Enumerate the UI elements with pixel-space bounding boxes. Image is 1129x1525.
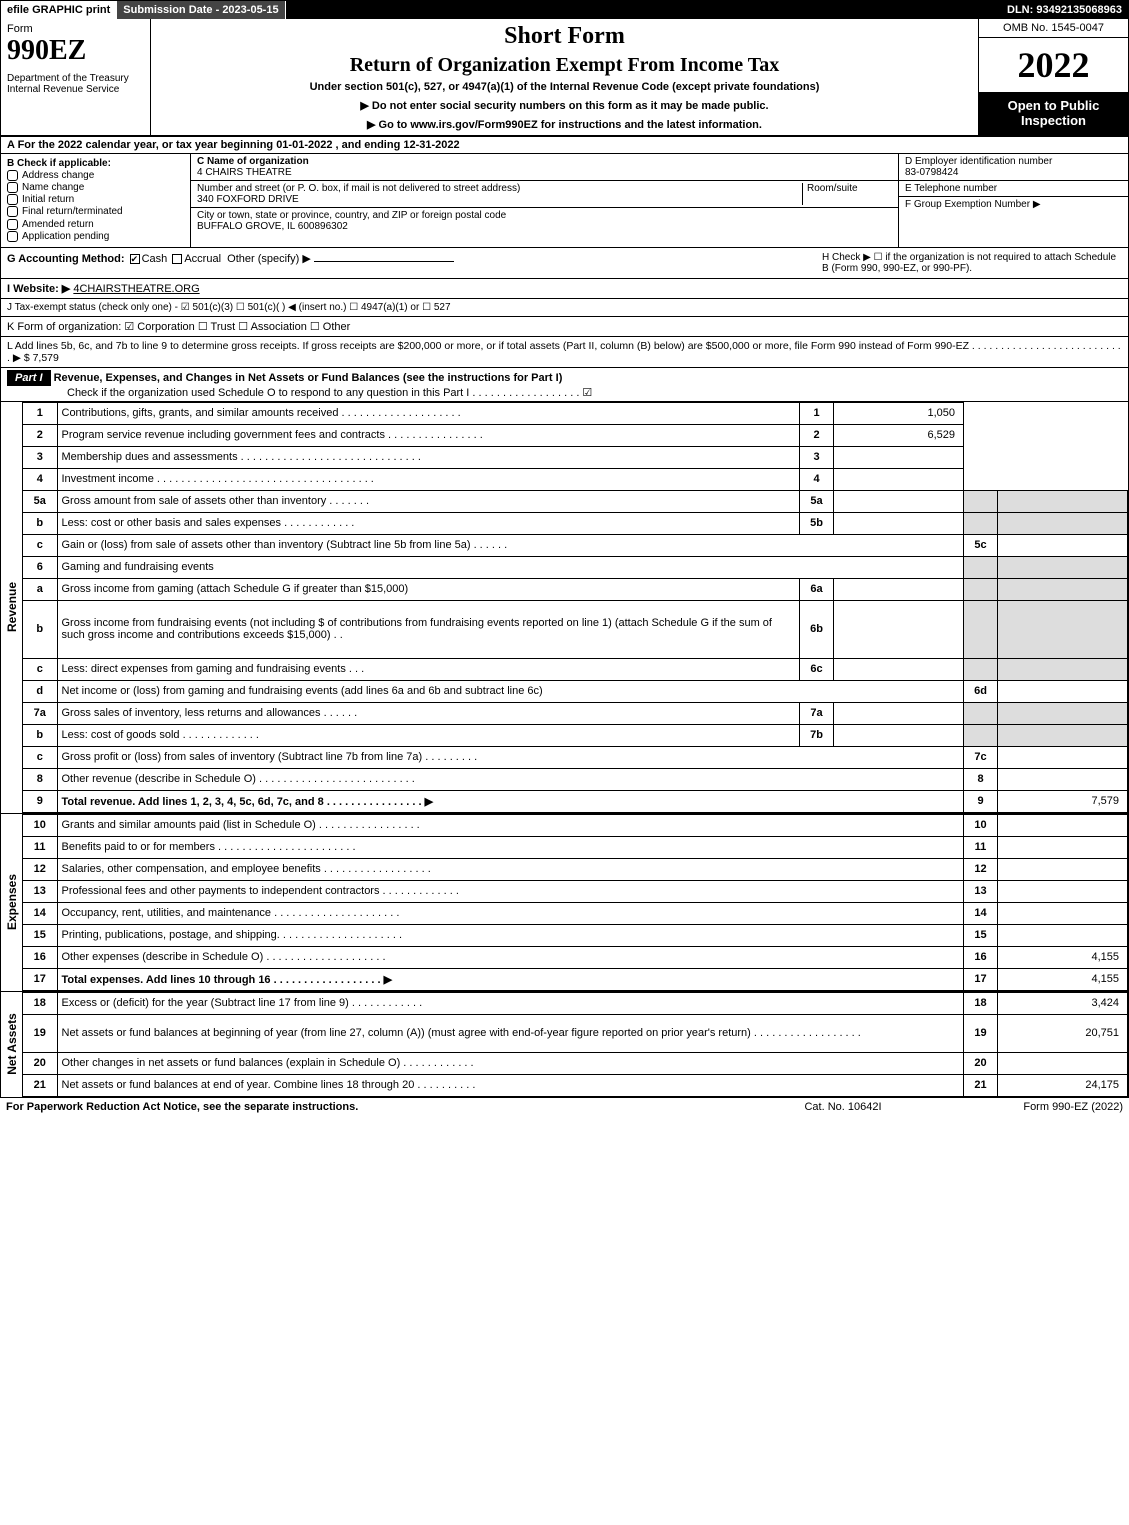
part1-title: Revenue, Expenses, and Changes in Net As… [54, 372, 563, 384]
revenue-section: Revenue 1Contributions, gifts, grants, a… [1, 402, 1128, 814]
org-city: BUFFALO GROVE, IL 600896302 [197, 221, 348, 232]
page-footer: For Paperwork Reduction Act Notice, see … [0, 1098, 1129, 1116]
netassets-section: Net Assets 18Excess or (deficit) for the… [1, 992, 1128, 1097]
row-g-h: G Accounting Method: Cash Accrual Other … [1, 248, 1128, 279]
chk-final-return[interactable]: Final return/terminated [7, 206, 184, 217]
revenue-vlabel: Revenue [1, 402, 23, 813]
row-k-org-form: K Form of organization: ☑ Corporation ☐ … [1, 317, 1128, 337]
col-def: D Employer identification number 83-0798… [898, 154, 1128, 247]
part1-header: Part I Revenue, Expenses, and Changes in… [1, 368, 1128, 402]
return-title: Return of Organization Exempt From Incom… [159, 54, 970, 77]
cash-lbl: Cash [142, 253, 168, 265]
row-i-website: I Website: ▶ 4CHAIRSTHEATRE.ORG [1, 279, 1128, 299]
revenue-table: 1Contributions, gifts, grants, and simil… [23, 402, 1128, 813]
row-l-gross-receipts: L Add lines 5b, 6c, and 7b to line 9 to … [1, 337, 1128, 368]
chk-name-change[interactable]: Name change [7, 182, 184, 193]
amt-21: 24,175 [998, 1074, 1128, 1096]
submission-date: Submission Date - 2023-05-15 [117, 1, 285, 19]
f-lbl: F Group Exemption Number ▶ [905, 199, 1041, 210]
org-name: 4 CHAIRS THEATRE [197, 167, 292, 178]
b-heading: B Check if applicable: [7, 158, 184, 169]
ssn-warning: ▶ Do not enter social security numbers o… [159, 99, 970, 112]
c-name-lbl: C Name of organization [197, 156, 309, 167]
department: Department of the Treasury Internal Reve… [7, 73, 144, 95]
accrual-lbl: Accrual [184, 253, 221, 265]
amt-2: 6,529 [834, 424, 964, 446]
section-subtitle: Under section 501(c), 527, or 4947(a)(1)… [159, 81, 970, 93]
ein-value: 83-0798424 [905, 167, 958, 178]
d-ein: D Employer identification number 83-0798… [899, 154, 1128, 181]
c-city: City or town, state or province, country… [191, 208, 898, 234]
form-number: 990EZ [7, 35, 144, 67]
other-lbl: Other (specify) ▶ [227, 253, 311, 265]
website-link[interactable]: 4CHAIRSTHEATRE.ORG [73, 283, 199, 295]
d-lbl: D Employer identification number [905, 156, 1052, 167]
room-lbl: Room/suite [807, 183, 858, 194]
part1-badge: Part I [7, 370, 51, 386]
chk-initial-return[interactable]: Initial return [7, 194, 184, 205]
expenses-vlabel: Expenses [1, 814, 23, 991]
h-check: H Check ▶ ☐ if the organization is not r… [822, 252, 1122, 274]
c-address: Number and street (or P. O. box, if mail… [191, 181, 898, 208]
i-lbl: I Website: ▶ [7, 283, 70, 295]
header-right: OMB No. 1545-0047 2022 Open to Public In… [978, 19, 1128, 135]
netassets-table: 18Excess or (deficit) for the year (Subt… [23, 992, 1128, 1097]
city-lbl: City or town, state or province, country… [197, 210, 506, 221]
g-lbl: G Accounting Method: [7, 253, 125, 265]
amt-1: 1,050 [834, 402, 964, 424]
f-group: F Group Exemption Number ▶ [899, 197, 1128, 212]
tax-year: 2022 [979, 38, 1128, 92]
block-bcdef: B Check if applicable: Address change Na… [1, 154, 1128, 248]
open-inspection: Open to Public Inspection [979, 92, 1128, 135]
chk-amended-return[interactable]: Amended return [7, 219, 184, 230]
form-ref: Form 990-EZ (2022) [943, 1101, 1123, 1113]
part1-check: Check if the organization used Schedule … [7, 387, 592, 399]
topbar: efile GRAPHIC print Submission Date - 20… [1, 1, 1128, 19]
e-phone: E Telephone number [899, 181, 1128, 197]
header-middle: Short Form Return of Organization Exempt… [151, 19, 978, 135]
amt-9: 7,579 [998, 790, 1128, 812]
chk-cash[interactable] [130, 254, 140, 264]
org-address: 340 FOXFORD DRIVE [197, 194, 299, 205]
expenses-table: 10Grants and similar amounts paid (list … [23, 814, 1128, 991]
row-j-status: J Tax-exempt status (check only one) - ☑… [1, 299, 1128, 317]
goto-link[interactable]: ▶ Go to www.irs.gov/Form990EZ for instru… [159, 118, 970, 131]
form-990ez-page: efile GRAPHIC print Submission Date - 20… [0, 0, 1129, 1098]
amt-17: 4,155 [998, 968, 1128, 990]
paperwork-notice: For Paperwork Reduction Act Notice, see … [6, 1101, 743, 1113]
amt-16: 4,155 [998, 946, 1128, 968]
dln: DLN: 93492135068963 [1001, 1, 1128, 19]
efile-print: efile GRAPHIC print [1, 1, 117, 19]
form-label: Form [7, 23, 144, 35]
col-b-checkboxes: B Check if applicable: Address change Na… [1, 154, 191, 247]
expenses-section: Expenses 10Grants and similar amounts pa… [1, 814, 1128, 992]
form-header: Form 990EZ Department of the Treasury In… [1, 19, 1128, 137]
c-name: C Name of organization 4 CHAIRS THEATRE [191, 154, 898, 181]
amt-19: 20,751 [998, 1014, 1128, 1052]
line-a-tax-year: A For the 2022 calendar year, or tax yea… [1, 137, 1128, 154]
cat-no: Cat. No. 10642I [743, 1101, 943, 1113]
e-lbl: E Telephone number [905, 183, 997, 194]
chk-address-change[interactable]: Address change [7, 170, 184, 181]
netassets-vlabel: Net Assets [1, 992, 23, 1097]
amt-18: 3,424 [998, 992, 1128, 1014]
omb-number: OMB No. 1545-0047 [979, 19, 1128, 38]
header-left: Form 990EZ Department of the Treasury In… [1, 19, 151, 135]
chk-accrual[interactable] [172, 254, 182, 264]
chk-application-pending[interactable]: Application pending [7, 231, 184, 242]
short-form-title: Short Form [159, 23, 970, 50]
addr-lbl: Number and street (or P. O. box, if mail… [197, 183, 520, 194]
col-c-org-info: C Name of organization 4 CHAIRS THEATRE … [191, 154, 898, 247]
